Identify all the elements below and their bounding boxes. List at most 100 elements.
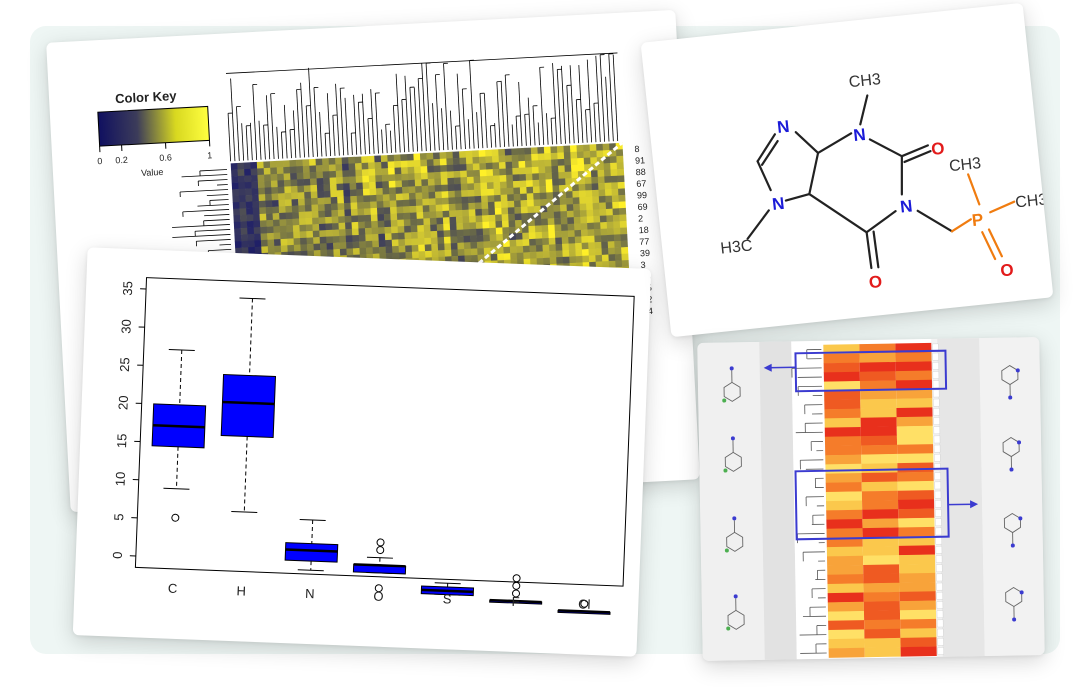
heatmap-cell bbox=[552, 191, 560, 199]
heatmap-cell bbox=[338, 216, 346, 224]
heatmap-cell bbox=[324, 197, 332, 205]
heatmap-cell bbox=[317, 197, 325, 205]
heatmap-cell bbox=[577, 170, 586, 179]
heatmap-cell bbox=[246, 207, 254, 216]
heatmap-cell bbox=[585, 190, 593, 198]
outlier-point bbox=[512, 581, 521, 590]
heatmap-cell bbox=[404, 232, 412, 240]
heatmap-cell bbox=[437, 237, 445, 245]
heatmap-cell bbox=[615, 260, 623, 268]
y-tick-label: 10 bbox=[113, 471, 129, 486]
heatmap-cell bbox=[618, 201, 626, 209]
dendro-branch bbox=[249, 122, 253, 161]
heatmap-cell bbox=[289, 166, 297, 174]
heatmap-cell bbox=[280, 245, 288, 253]
x-tick-label: O bbox=[373, 589, 384, 604]
dendro-branch bbox=[575, 99, 579, 144]
dendro-branch bbox=[245, 125, 249, 161]
heatmap-cell bbox=[522, 245, 531, 253]
heatmap-cell bbox=[357, 202, 365, 210]
heatmap-cell bbox=[422, 205, 430, 213]
heatmap-cell bbox=[298, 211, 306, 219]
heatmap-cell bbox=[323, 190, 331, 198]
heatmap-cell bbox=[470, 235, 478, 243]
heatmap-cell bbox=[430, 230, 438, 239]
heatmap-cell bbox=[483, 247, 491, 255]
heatmap-cell bbox=[245, 194, 253, 203]
heatmap-cell bbox=[398, 239, 406, 247]
heatmap-cell bbox=[602, 143, 610, 151]
heatmap-cell bbox=[283, 173, 291, 181]
heatmap-cell bbox=[283, 179, 292, 187]
heatmap-cell bbox=[440, 171, 448, 179]
heatmap-cell bbox=[562, 256, 570, 264]
heatmap-cell bbox=[517, 147, 525, 156]
heatmap-cell bbox=[533, 205, 542, 214]
heatmap-cell bbox=[420, 159, 428, 167]
heatmap-cell bbox=[531, 153, 539, 161]
heatmap-cell bbox=[529, 245, 537, 253]
heatmap-cell bbox=[597, 176, 605, 184]
cluster-cell bbox=[895, 352, 932, 363]
box-N bbox=[284, 518, 339, 572]
heatmap-cell bbox=[600, 234, 609, 243]
heatmap-cell bbox=[448, 197, 456, 205]
dendro-branch bbox=[308, 67, 314, 158]
heatmap-cell bbox=[402, 193, 410, 201]
dendro-branch bbox=[435, 74, 440, 151]
cluster-cell bbox=[900, 618, 937, 630]
heatmap-cell bbox=[355, 176, 363, 184]
cluster-cell bbox=[826, 518, 863, 530]
heatmap-cell bbox=[532, 179, 540, 187]
heatmap-cell bbox=[573, 203, 581, 211]
heatmap-cell bbox=[433, 158, 441, 167]
heatmap-cell bbox=[490, 253, 498, 261]
heatmap-cell bbox=[533, 199, 541, 207]
heatmap-cell bbox=[459, 157, 467, 165]
heatmap-cell bbox=[336, 190, 344, 198]
heatmap-cell bbox=[482, 221, 490, 229]
boxes bbox=[151, 297, 611, 615]
heatmap-cell bbox=[451, 249, 459, 257]
heatmap-cell bbox=[407, 166, 415, 174]
heatmap-cell bbox=[599, 208, 607, 217]
heatmap-cell bbox=[402, 186, 410, 194]
heatmap-cell bbox=[586, 216, 594, 224]
heatmap-cell bbox=[328, 164, 337, 172]
heatmap-cell bbox=[343, 196, 351, 204]
dendro-branch bbox=[417, 78, 423, 152]
box-H bbox=[220, 297, 277, 513]
heatmap-cell bbox=[415, 198, 423, 207]
heatmap-cell bbox=[303, 178, 311, 186]
heatmap-cell bbox=[494, 194, 502, 203]
heatmap-cell bbox=[496, 246, 504, 255]
cluster-row-tag bbox=[936, 591, 943, 600]
heatmap-cell bbox=[466, 176, 475, 184]
heatmap-cell bbox=[411, 251, 420, 259]
heatmap-cell bbox=[492, 168, 500, 176]
heatmap-row-label: 8 bbox=[634, 144, 640, 154]
heatmap-cell bbox=[593, 222, 601, 230]
row-dendro-branch bbox=[196, 239, 231, 242]
heatmap-cell bbox=[433, 171, 442, 180]
heatmap-cell bbox=[470, 248, 478, 256]
dendro-branch bbox=[511, 124, 514, 147]
heatmap-cell bbox=[495, 220, 503, 229]
heatmap-cell bbox=[345, 228, 353, 236]
heatmap-cell bbox=[452, 157, 461, 166]
heatmap-cell bbox=[251, 187, 259, 196]
dendro-branch bbox=[409, 87, 414, 152]
heatmap-cell bbox=[447, 171, 455, 179]
heatmap-cell bbox=[344, 215, 352, 223]
heatmap-cell bbox=[498, 161, 507, 170]
heatmap-cell bbox=[272, 213, 280, 221]
heatmap-row-label: 69 bbox=[637, 202, 648, 213]
heatmap-cell bbox=[496, 233, 504, 242]
whisker-cap-upper bbox=[168, 348, 195, 351]
dendro-branch bbox=[432, 103, 436, 151]
heatmap-cell bbox=[329, 170, 337, 179]
heatmap-cell bbox=[316, 171, 324, 179]
heatmap-cell bbox=[588, 242, 596, 250]
heatmap-cell bbox=[375, 187, 384, 196]
heatmap-cell bbox=[557, 152, 565, 160]
